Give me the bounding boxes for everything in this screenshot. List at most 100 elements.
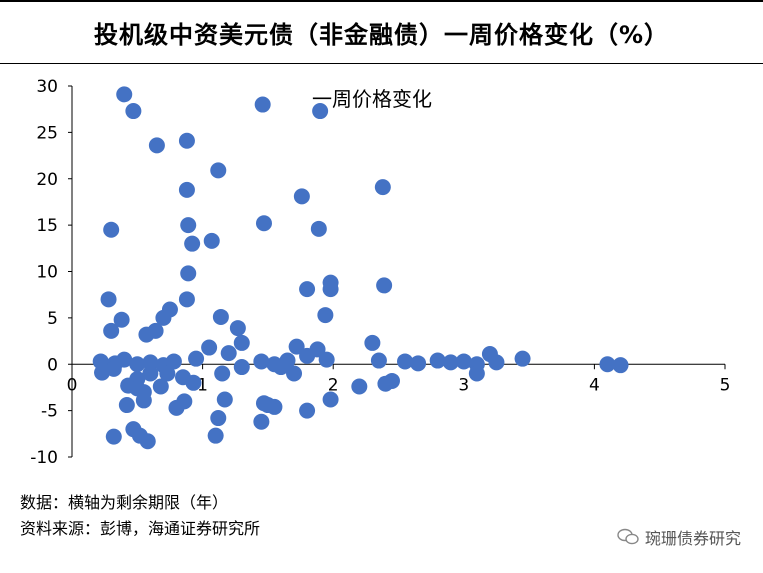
data-point xyxy=(374,179,391,196)
data-point xyxy=(135,392,152,409)
data-point xyxy=(442,354,459,371)
data-point xyxy=(364,334,381,351)
data-point xyxy=(312,103,329,120)
data-point xyxy=(185,374,202,391)
data-point xyxy=(148,137,165,154)
data-point xyxy=(105,360,122,377)
data-point xyxy=(216,391,233,408)
data-point xyxy=(376,277,393,294)
data-point xyxy=(159,365,176,382)
x-tick-label: 5 xyxy=(720,375,731,395)
data-point xyxy=(214,365,231,382)
data-point xyxy=(272,359,289,376)
x-tick-label: 0 xyxy=(67,375,78,395)
data-point xyxy=(147,322,164,339)
data-point xyxy=(129,380,146,397)
data-point xyxy=(322,391,339,408)
y-tick-label: 25 xyxy=(36,123,58,143)
y-tick-label: 10 xyxy=(36,263,58,283)
data-point xyxy=(468,365,485,382)
x-tick-label: 2 xyxy=(328,375,339,395)
data-point xyxy=(116,86,133,103)
scatter-chart: 30 25 20 15 10 5 0 -5 -10 0 1 2 3 4 5 一周价格变化 xyxy=(30,77,731,468)
data-point xyxy=(178,132,195,149)
data-point xyxy=(299,402,316,419)
data-point xyxy=(103,322,120,339)
y-tick-label: -5 xyxy=(41,402,58,422)
y-tick-label: 20 xyxy=(36,170,58,190)
y-axis: 30 25 20 15 10 5 0 -5 -10 xyxy=(30,77,73,468)
data-point xyxy=(410,355,427,372)
data-point xyxy=(203,232,220,249)
data-point xyxy=(255,215,272,232)
y-tick-label: 15 xyxy=(36,216,58,236)
data-point xyxy=(318,351,335,368)
data-point xyxy=(116,351,133,368)
data-point xyxy=(180,217,197,234)
data-point xyxy=(142,354,159,371)
data-point xyxy=(178,181,195,198)
data-point xyxy=(212,308,229,325)
data-point xyxy=(310,220,327,237)
data-point xyxy=(201,339,218,356)
data-point xyxy=(103,221,120,238)
y-tick-label: 5 xyxy=(47,309,58,329)
title-bar: 投机级中资美元债（非金融债）一周价格变化（%） xyxy=(0,0,763,64)
data-point xyxy=(253,413,270,430)
data-point xyxy=(176,393,193,410)
data-point xyxy=(142,365,159,382)
data-point xyxy=(612,357,629,374)
data-point xyxy=(178,291,195,308)
data-point xyxy=(125,103,142,120)
data-point xyxy=(180,265,197,282)
data-point xyxy=(488,354,505,371)
data-point xyxy=(286,365,303,382)
x-tick-label: 3 xyxy=(458,375,469,395)
data-point xyxy=(184,235,201,252)
data-point xyxy=(233,334,250,351)
data-point xyxy=(113,311,130,328)
data-point xyxy=(139,433,156,450)
data-point xyxy=(210,162,227,179)
data-point xyxy=(322,281,339,298)
page-title: 投机级中资美元债（非金融债）一周价格变化（%） xyxy=(93,21,670,49)
data-point xyxy=(254,96,271,113)
data-point xyxy=(233,359,250,376)
data-point xyxy=(229,320,246,337)
data-point xyxy=(514,350,531,367)
data-point xyxy=(299,281,316,298)
data-point xyxy=(118,397,135,414)
data-point xyxy=(429,352,446,369)
data-point xyxy=(351,378,368,395)
chart-title: 一周价格变化 xyxy=(312,87,432,111)
data-point xyxy=(370,352,387,369)
data-points xyxy=(92,86,629,450)
data-point xyxy=(105,428,122,445)
data-point xyxy=(599,356,616,373)
x-tick-label: 4 xyxy=(589,375,600,395)
footnotes: 数据：横轴为剩余期限（年） 资料来源：彭博，海通证券研究所 xyxy=(20,490,260,542)
data-note: 数据：横轴为剩余期限（年） xyxy=(20,493,229,512)
data-point xyxy=(397,353,414,370)
data-point xyxy=(293,188,310,205)
wechat-icon xyxy=(617,528,639,545)
data-point xyxy=(220,345,237,362)
data-point xyxy=(210,410,227,427)
watermark: 琬珊债券研究 xyxy=(617,525,741,549)
data-point xyxy=(309,341,326,358)
data-point xyxy=(288,338,305,355)
data-point xyxy=(317,307,334,324)
source-note: 资料来源：彭博，海通证券研究所 xyxy=(20,519,261,538)
data-point xyxy=(188,350,205,367)
data-point xyxy=(253,353,270,370)
x-tick-label: 1 xyxy=(197,375,208,395)
data-point xyxy=(455,353,472,370)
data-point xyxy=(155,309,172,326)
data-point xyxy=(129,356,146,373)
y-tick-label: 0 xyxy=(47,355,58,375)
data-point xyxy=(266,398,283,415)
y-tick-label: -10 xyxy=(30,448,58,468)
y-tick-label: 30 xyxy=(36,77,58,97)
data-point xyxy=(152,378,169,395)
watermark-text: 琬珊债券研究 xyxy=(644,529,741,548)
